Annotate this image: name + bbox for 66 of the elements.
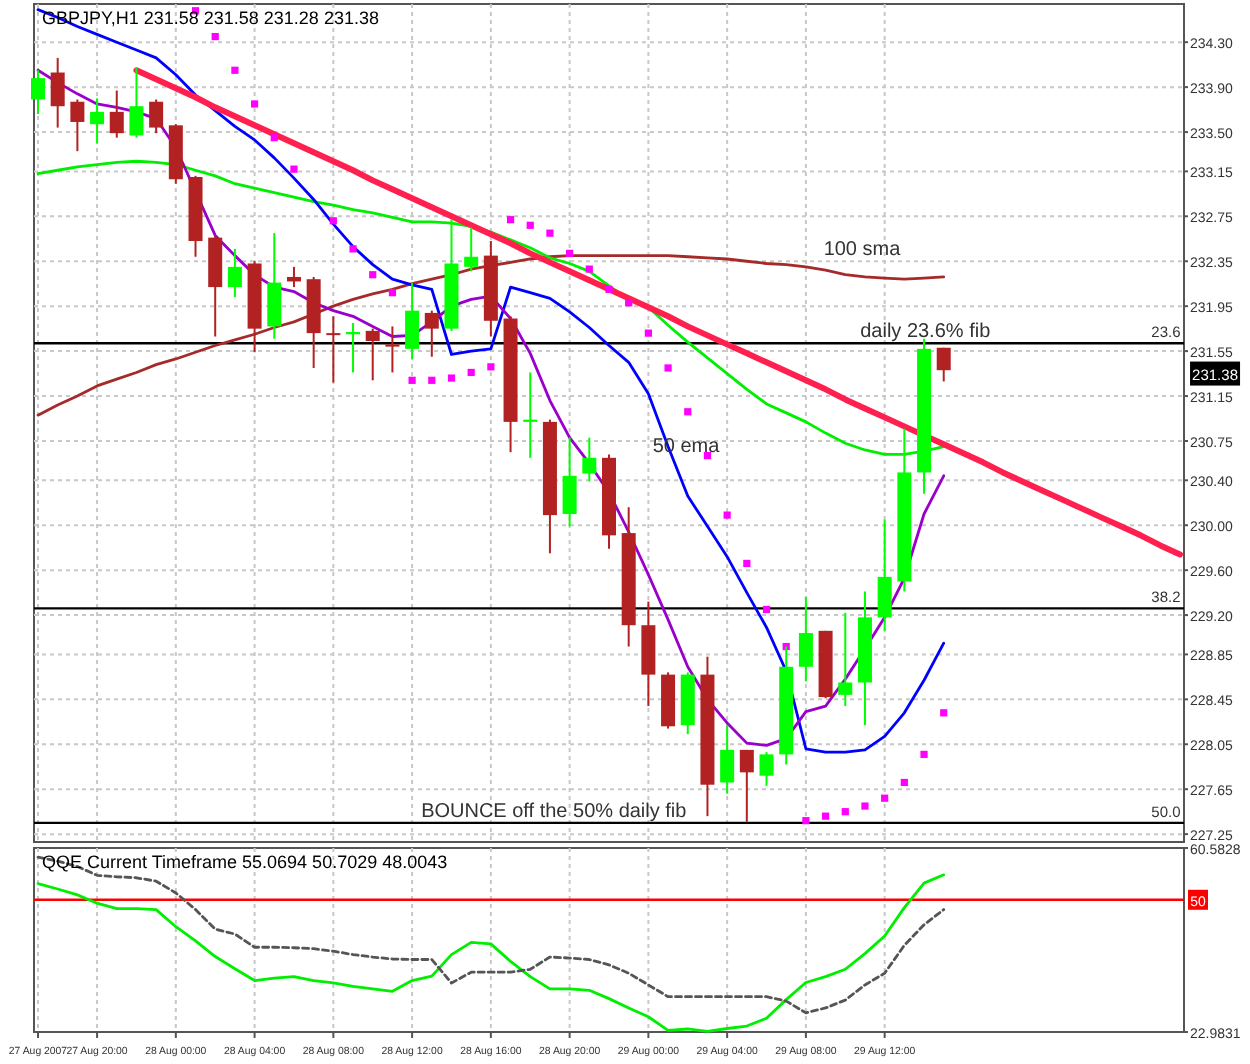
line-series bbox=[36, 873, 946, 1033]
candlestick bbox=[720, 724, 735, 795]
candlestick bbox=[90, 97, 105, 145]
candlestick bbox=[562, 436, 577, 528]
point bbox=[900, 778, 908, 787]
point bbox=[408, 376, 416, 384]
candlestick bbox=[464, 226, 479, 273]
annotation: daily 23.6% fib bbox=[860, 321, 992, 344]
candlestick bbox=[424, 309, 439, 358]
point bbox=[369, 271, 377, 279]
point bbox=[605, 285, 613, 293]
candlestick bbox=[405, 281, 420, 360]
point bbox=[585, 265, 593, 273]
point bbox=[388, 289, 397, 297]
candlestick bbox=[70, 98, 85, 153]
candlestick bbox=[31, 69, 45, 116]
candlestick bbox=[50, 56, 65, 129]
point bbox=[625, 299, 633, 307]
point bbox=[920, 750, 928, 758]
candlestick bbox=[227, 247, 242, 299]
point bbox=[349, 245, 357, 253]
candlestick bbox=[149, 98, 164, 135]
point bbox=[723, 511, 731, 519]
candlestick bbox=[582, 436, 597, 483]
point bbox=[329, 217, 337, 225]
point bbox=[526, 221, 534, 229]
candlestick bbox=[523, 371, 538, 459]
point bbox=[644, 329, 652, 337]
point bbox=[447, 374, 456, 382]
point bbox=[211, 32, 219, 41]
point bbox=[290, 165, 298, 173]
point bbox=[841, 808, 849, 816]
point bbox=[881, 794, 889, 802]
point bbox=[940, 709, 948, 717]
candlestick bbox=[385, 325, 400, 374]
point bbox=[802, 817, 810, 825]
annotation: BOUNCE off the 50% daily fib bbox=[421, 800, 688, 823]
candlestick bbox=[838, 611, 853, 708]
candlestick bbox=[346, 322, 361, 374]
point bbox=[743, 559, 751, 568]
point bbox=[428, 376, 436, 384]
candlestick bbox=[877, 518, 892, 632]
point bbox=[821, 812, 830, 820]
candlestick bbox=[109, 89, 124, 139]
candlestick bbox=[365, 327, 380, 382]
candlestick bbox=[739, 748, 754, 823]
point bbox=[487, 363, 495, 371]
candlestick bbox=[129, 67, 144, 139]
line-series bbox=[133, 67, 1183, 558]
point bbox=[250, 100, 259, 108]
point bbox=[270, 134, 278, 142]
point bbox=[231, 66, 239, 74]
point bbox=[762, 605, 771, 614]
annotation: 100 sma bbox=[823, 239, 902, 262]
candlestick bbox=[759, 751, 774, 787]
point bbox=[684, 408, 692, 416]
point bbox=[506, 216, 515, 224]
point bbox=[664, 364, 672, 372]
point bbox=[566, 249, 574, 257]
point bbox=[546, 229, 554, 237]
candlestick bbox=[326, 315, 341, 384]
point bbox=[861, 802, 869, 810]
candlestick bbox=[267, 232, 282, 340]
point bbox=[467, 368, 475, 377]
candlestick bbox=[798, 596, 813, 683]
candlestick bbox=[936, 346, 951, 383]
